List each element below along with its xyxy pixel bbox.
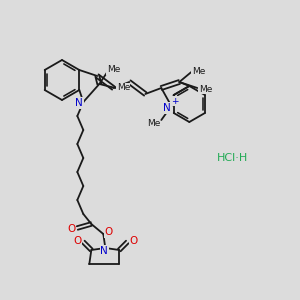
Text: N: N (100, 246, 108, 256)
Text: O: O (67, 224, 75, 234)
Text: N: N (75, 98, 83, 108)
Text: +: + (172, 97, 179, 106)
Text: Me: Me (192, 67, 205, 76)
Text: HCl·H: HCl·H (216, 153, 247, 163)
Text: Me: Me (106, 65, 120, 74)
Text: O: O (104, 227, 112, 237)
Text: N: N (164, 103, 171, 113)
Text: O: O (73, 236, 81, 246)
Text: O: O (129, 236, 137, 246)
Text: Me: Me (117, 83, 130, 92)
Text: Me: Me (199, 85, 212, 94)
Text: Me: Me (147, 119, 160, 128)
